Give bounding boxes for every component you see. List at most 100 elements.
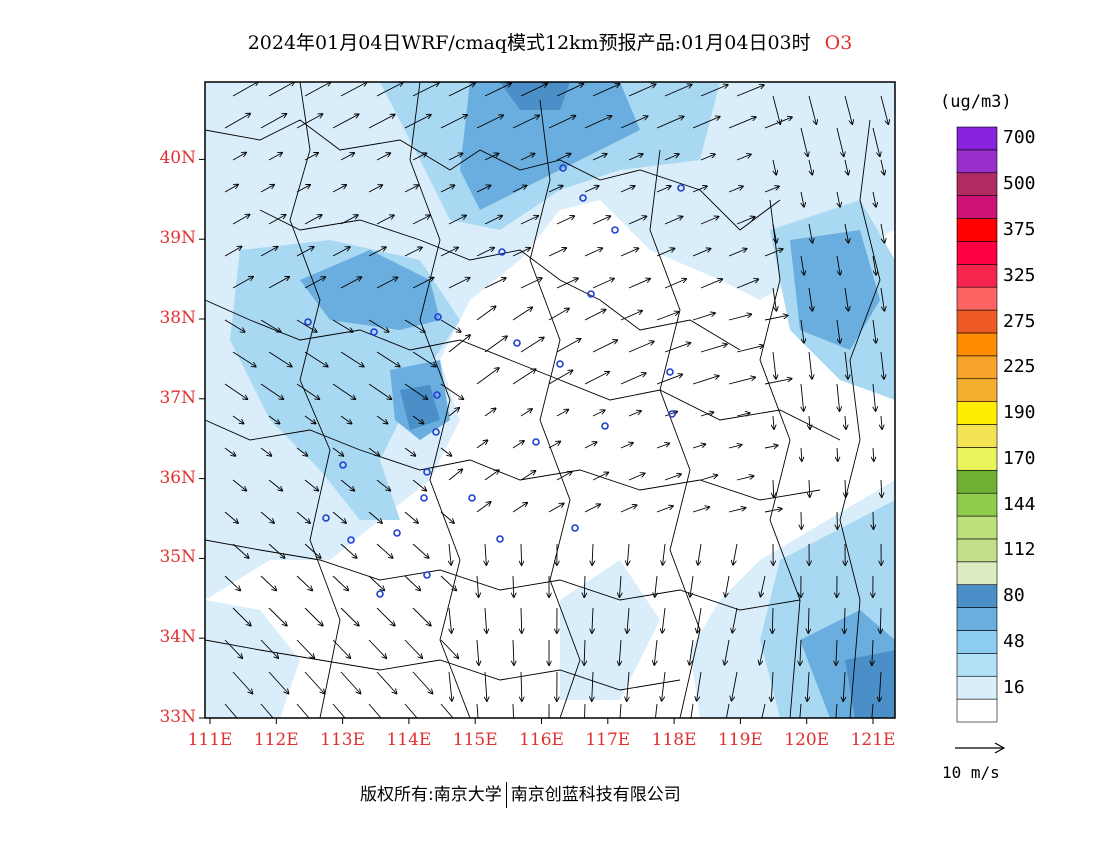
wind-arrow (268, 607, 287, 626)
wind-arrow (368, 247, 386, 257)
wind-arrow (512, 441, 524, 449)
wind-arrow (224, 575, 240, 590)
station-marker (304, 318, 312, 326)
wind-arrow (584, 310, 606, 321)
wind-arrow (304, 607, 323, 626)
wind-arrow (224, 639, 242, 658)
wind-arrow (880, 159, 884, 175)
wind-arrow (224, 185, 238, 193)
wind-arrow (584, 248, 602, 257)
colorbar-tick-label: 225 (1003, 356, 1036, 378)
wind-arrow (412, 479, 426, 491)
colorbar-swatch (956, 630, 998, 654)
station-marker (677, 184, 685, 192)
copyright-left: 版权所有:南京大学 (360, 785, 502, 805)
wind-arrow (736, 279, 758, 289)
wind-arrow (800, 319, 804, 343)
wind-arrow (224, 319, 245, 332)
wind-arrow (628, 216, 646, 225)
colorbar-tick-label: 48 (1003, 630, 1025, 652)
wind-arrow (448, 278, 470, 289)
wind-arrow (584, 116, 611, 129)
wind-arrow (520, 409, 532, 417)
wind-arrow (700, 85, 728, 97)
colorbar-tick-label: 275 (1003, 310, 1036, 332)
colorbar-swatch (956, 218, 998, 242)
wind-arrow (521, 607, 522, 633)
wind-arrow (376, 415, 388, 424)
wind-arrow (448, 671, 452, 701)
wind-arrow (619, 575, 621, 597)
wind-arrow (440, 185, 454, 193)
wind-arrow (808, 351, 812, 379)
wind-arrow (764, 249, 783, 257)
wind-arrow (332, 575, 348, 590)
wind-arrow (664, 343, 690, 353)
wind-arrow (873, 383, 876, 411)
wind-arrow (521, 671, 522, 701)
wind-arrow (448, 335, 470, 353)
station-marker (498, 248, 506, 256)
wind-arrow (260, 639, 278, 658)
wind-arrow (232, 607, 251, 626)
wind-arrow (592, 279, 614, 289)
wind-arrow (484, 83, 511, 97)
wind-arrow (404, 185, 418, 193)
wind-arrow (260, 575, 276, 590)
o3-region-darker-3 (845, 650, 895, 718)
wind-arrow (340, 415, 352, 424)
wind-arrow (808, 223, 812, 243)
colorbar-swatch (956, 698, 998, 723)
wind-arrow (232, 351, 256, 367)
wind-arrow (584, 442, 597, 449)
lat-tick-label: 39N (159, 228, 196, 249)
footer-separator (505, 782, 507, 808)
wind-arrow (697, 671, 702, 701)
wind-arrow (725, 703, 730, 718)
wind-arrow (592, 154, 607, 161)
wind-arrow (764, 315, 788, 321)
wind-arrow (484, 216, 502, 225)
lon-tick-label: 112E (253, 730, 299, 750)
wind-arrow (368, 115, 395, 129)
wind-arrow (548, 441, 560, 449)
colorbar-tick-label: 144 (1003, 493, 1036, 515)
colorbar-tick-label: 325 (1003, 264, 1036, 286)
colorbar-tick-label: 190 (1003, 402, 1036, 424)
wind-arrow (556, 410, 568, 417)
title-main: 2024年01月04日WRF/cmaq模式12km预报产品:01月04日03时 (247, 32, 811, 54)
wind-arrow (772, 351, 776, 379)
wind-arrow (232, 543, 249, 558)
wind-arrow (835, 703, 838, 718)
wind-arrow (440, 575, 456, 590)
colorbar-tick-label: 375 (1003, 218, 1036, 240)
wind-arrow (845, 415, 846, 429)
wind-arrow (404, 247, 422, 257)
wind-arrow (801, 191, 804, 207)
wind-arrow (690, 575, 694, 597)
wind-arrow (556, 472, 572, 481)
lat-tick-label: 35N (159, 547, 196, 568)
wind-arrow (224, 447, 235, 456)
wind-arrow (689, 639, 694, 665)
wind-arrow (476, 440, 487, 449)
wind-arrow (412, 351, 436, 367)
wind-arrow (477, 575, 479, 597)
wind-arrow (404, 383, 427, 399)
wind-arrow (692, 313, 715, 321)
wind-arrow (296, 185, 310, 193)
o3-region-dark-west (300, 250, 440, 330)
wind-arrow (332, 511, 346, 523)
wind-arrow (512, 369, 536, 385)
wind-arrow (584, 372, 609, 385)
wind-arrow (700, 475, 717, 481)
wind-arrow (584, 639, 585, 665)
station-marker (532, 438, 540, 446)
wind-arrow (764, 509, 782, 513)
station-marker (393, 529, 401, 537)
wind-arrow (836, 639, 837, 665)
wind-arrow (440, 639, 458, 658)
wind-arrow (520, 216, 538, 225)
wind-arrow (879, 671, 881, 701)
wind-arrow (844, 607, 845, 633)
